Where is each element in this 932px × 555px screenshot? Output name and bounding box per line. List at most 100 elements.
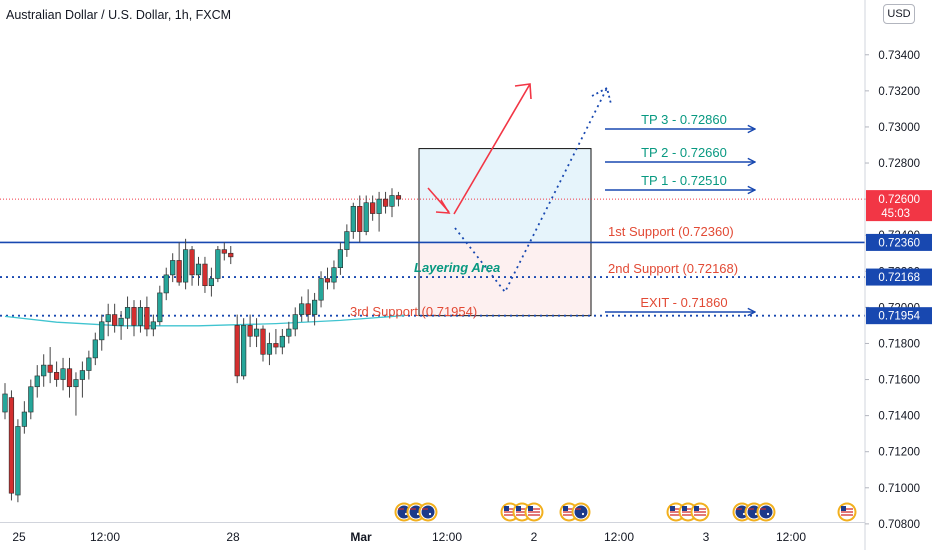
bullish-candle-body: [21, 411, 27, 427]
price-tick-label: 0.73200: [878, 86, 920, 98]
candle: [163, 267, 169, 301]
candle: [395, 191, 402, 207]
bullish-candle-body: [86, 357, 92, 371]
projection-red-up: [453, 83, 531, 215]
bullish-candle-body: [253, 328, 260, 337]
projection-red-arrowhead-down: [435, 199, 451, 214]
candle: [99, 314, 105, 351]
bullish-candle-body: [92, 339, 98, 359]
candle: [382, 191, 389, 214]
au-flag-star: [581, 512, 585, 516]
bullish-candle-body: [2, 393, 8, 413]
au-flag-star: [404, 512, 408, 516]
candle: [299, 296, 305, 322]
candle: [15, 419, 21, 503]
bullish-candle-body: [137, 307, 144, 326]
au-flag-star: [754, 512, 758, 516]
candle: [324, 267, 331, 290]
candle: [86, 350, 92, 380]
candle: [150, 314, 156, 337]
bearish-candle-body: [260, 328, 266, 355]
bullish-candle-body: [215, 249, 221, 279]
candle: [221, 242, 227, 261]
bullish-candle-body: [318, 278, 324, 301]
bearish-candle-body: [357, 206, 363, 232]
time-tick-label: 25: [12, 530, 26, 544]
candle: [60, 357, 66, 391]
candle: [370, 195, 376, 221]
candle: [241, 318, 247, 380]
us-flag-canton: [528, 506, 533, 511]
price-tick-label: 0.70800: [878, 519, 920, 531]
take-profit-zone: [419, 148, 591, 243]
bearish-candle-body: [189, 249, 195, 276]
au-flag-star: [766, 512, 770, 516]
bullish-candle-body: [195, 263, 202, 276]
bullish-candle-body: [118, 317, 124, 326]
event-icon: [418, 502, 438, 522]
us-flag-canton: [841, 506, 846, 511]
candle: [34, 365, 40, 398]
layering-zone: [419, 242, 591, 316]
candle: [376, 191, 382, 232]
third-support-label: 3rd Support (0.71954): [350, 304, 477, 319]
bullish-candle-body: [157, 292, 163, 323]
bearish-candle-body: [247, 325, 253, 337]
bearish-candle-body: [66, 368, 73, 388]
candle: [344, 224, 350, 257]
bullish-candle-body: [389, 195, 395, 207]
bullish-candle-body: [331, 267, 337, 283]
support-level-1-badge-label: 0.72360: [878, 237, 920, 249]
au-flag-icon: [420, 504, 436, 520]
us-flag-canton: [504, 506, 509, 511]
bullish-candle-body: [60, 368, 66, 380]
candle: [92, 332, 98, 366]
candle: [73, 372, 79, 416]
candle: [21, 401, 27, 434]
tp-label-1: TP 1 - 0.72510: [641, 173, 727, 188]
candle: [176, 242, 182, 286]
au-flag-icon: [758, 504, 774, 520]
time-tick-label: 12:00: [604, 530, 634, 544]
bearish-candle-body: [176, 260, 182, 283]
last-price-badge-label: 0.72600: [878, 194, 920, 206]
price-tick-label: 0.71800: [878, 338, 920, 350]
price-tick-label: 0.72800: [878, 158, 920, 170]
candle: [331, 260, 337, 290]
candle: [157, 285, 163, 326]
projection-red-arrowhead-up: [514, 83, 532, 100]
support-level-1-badge: [866, 233, 932, 251]
bullish-candle-body: [344, 231, 350, 250]
bullish-candle-body: [28, 386, 34, 413]
candle: [350, 202, 356, 239]
candle: [170, 253, 176, 283]
candle: [137, 300, 144, 333]
bullish-candle-body: [350, 206, 356, 232]
bearish-candle-body: [234, 325, 240, 377]
bullish-candle-body: [266, 343, 273, 355]
candle: [112, 303, 118, 333]
au-flag-star: [416, 512, 420, 516]
candle: [286, 321, 292, 344]
candle: [195, 256, 202, 286]
us-flag-canton: [516, 506, 521, 511]
tp-label-2: TP 2 - 0.72660: [641, 145, 727, 160]
us-flag-canton: [682, 506, 687, 511]
candle: [79, 361, 85, 398]
bullish-candle-body: [79, 370, 85, 380]
bearish-candle-body: [395, 195, 402, 200]
candle: [66, 357, 73, 398]
bullish-candle-body: [163, 274, 169, 294]
price-tick-label: 0.73400: [878, 50, 920, 62]
last-price-badge: [866, 190, 932, 222]
bearish-candle-body: [112, 314, 118, 326]
candle: [118, 310, 124, 340]
currency-button[interactable]: USD: [883, 4, 915, 24]
bullish-candle-body: [279, 335, 285, 348]
price-tick-label: 0.71000: [878, 483, 920, 495]
bearish-candle-body: [8, 397, 15, 494]
candle: [28, 379, 34, 420]
bullish-candle-body: [376, 198, 382, 214]
